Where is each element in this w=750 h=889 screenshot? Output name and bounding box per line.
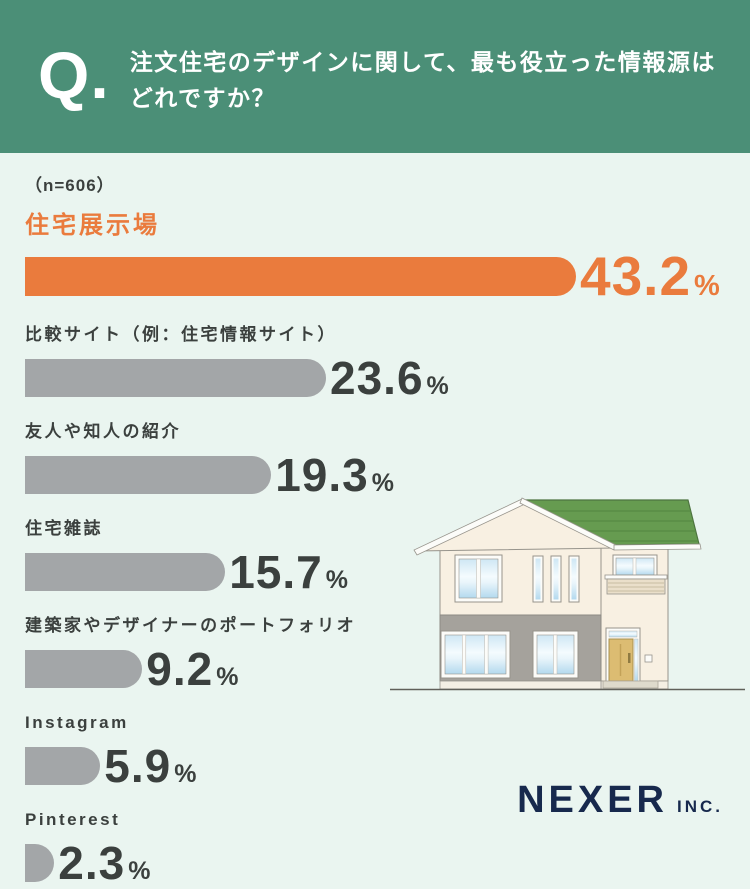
q-mark: Q. <box>38 38 110 112</box>
sample-size: （n=606） <box>25 176 115 195</box>
chart-row: 友人や知人の紹介 19.3% <box>25 419 725 498</box>
percent-sign: % <box>216 663 239 691</box>
house-window-lower-left <box>440 630 511 679</box>
bar-value: 5.9 <box>104 740 172 792</box>
bar <box>25 359 326 397</box>
percent-sign: % <box>128 857 151 885</box>
chart-row: 建築家やデザイナーのポートフォリオ 9.2% <box>25 613 725 692</box>
bar-value: 2.3 <box>58 837 126 889</box>
bar-value: 43.2 <box>580 245 692 307</box>
bar <box>25 650 143 688</box>
house-window-upper-left <box>454 554 503 603</box>
bar-value: 19.3 <box>275 449 369 501</box>
bar-label: 建築家やデザイナーのポートフォリオ <box>25 616 357 635</box>
question-text: 注文住宅のデザインに関して、最も役立った情報源は どれですか？ <box>130 44 716 116</box>
chart-row: 住宅展示場 43.2% <box>25 209 725 304</box>
chart-area: （n=606） 住宅展示場 43.2% 比較サイト（例：住宅情報サイト） 23.… <box>0 171 750 886</box>
chart-row: Instagram 5.9% <box>25 710 725 789</box>
question-line1: 注文住宅のデザインに関して、最も役立った情報源は <box>129 49 716 75</box>
brand-name: NEXER <box>517 779 668 821</box>
chart-row: 住宅雑誌 15.7% <box>25 516 725 595</box>
bar-label: 住宅展示場 <box>25 212 160 239</box>
question-header: Q. 注文住宅のデザインに関して、最も役立った情報源は どれですか？ <box>0 0 750 153</box>
bar-value: 15.7 <box>229 546 323 598</box>
house-window-slits <box>532 555 580 603</box>
house-balcony <box>604 574 668 595</box>
house-window-lower-middle <box>532 630 579 679</box>
bar-label: Pinterest <box>25 810 121 829</box>
bar <box>25 553 226 591</box>
percent-sign: % <box>426 372 449 400</box>
house-fascia-roof-edge <box>613 543 702 551</box>
bar-label: 住宅雑誌 <box>25 519 103 538</box>
brand-suffix: INC. <box>677 797 723 816</box>
question-line2: どれですか？ <box>129 85 276 111</box>
percent-sign: % <box>694 270 720 302</box>
percent-sign: % <box>174 760 197 788</box>
bar-label: 比較サイト（例：住宅情報サイト） <box>25 325 337 344</box>
house-porch-step <box>602 680 659 689</box>
percent-sign: % <box>325 566 348 594</box>
percent-sign: % <box>371 469 394 497</box>
house-doorbell <box>644 654 653 663</box>
bar <box>25 844 55 882</box>
house-illustration <box>390 497 745 691</box>
bar <box>25 456 272 494</box>
bar-value: 23.6 <box>330 352 424 404</box>
bar-value: 9.2 <box>146 643 214 695</box>
bar-label: 友人や知人の紹介 <box>25 422 181 441</box>
bar <box>25 257 576 296</box>
bar <box>25 747 101 785</box>
bar-label: Instagram <box>25 713 129 732</box>
chart-row: 比較サイト（例：住宅情報サイト） 23.6% <box>25 322 725 401</box>
brand-logo: NEXER INC. <box>517 779 723 822</box>
